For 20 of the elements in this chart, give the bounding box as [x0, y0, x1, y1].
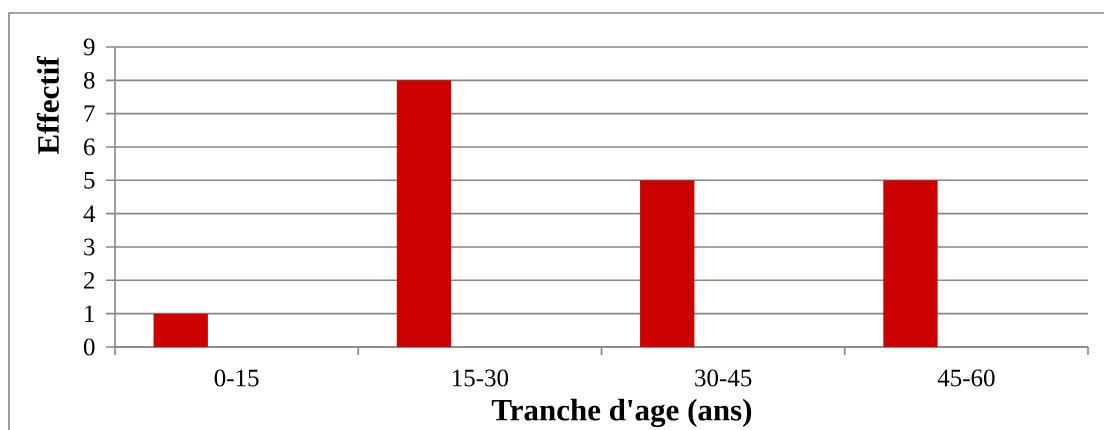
bar [640, 180, 695, 347]
y-tick-label: 7 [84, 105, 95, 122]
bar [883, 180, 938, 347]
y-tick-label: 4 [83, 205, 96, 222]
y-tick-label: 6 [84, 138, 95, 156]
x-axis-title: Tranche d'age (ans) [491, 398, 752, 428]
x-tick-label: 15-30 [452, 369, 509, 387]
x-tick-label: 45-60 [937, 369, 995, 387]
y-tick-label: 5 [84, 172, 95, 189]
y-tick-label: 3 [84, 238, 95, 256]
y-tick-label: 1 [85, 305, 94, 322]
y-tick-label: 2 [84, 272, 95, 289]
y-tick-label: 0 [83, 338, 95, 356]
x-tick-label: 30-45 [695, 369, 752, 387]
x-tick-label: 0-15 [214, 369, 259, 387]
y-tick-label: 9 [83, 38, 95, 56]
y-axis-title: Effectif [36, 56, 59, 155]
bar [396, 80, 452, 347]
y-tick-label: 8 [83, 71, 95, 89]
bar [153, 313, 208, 347]
